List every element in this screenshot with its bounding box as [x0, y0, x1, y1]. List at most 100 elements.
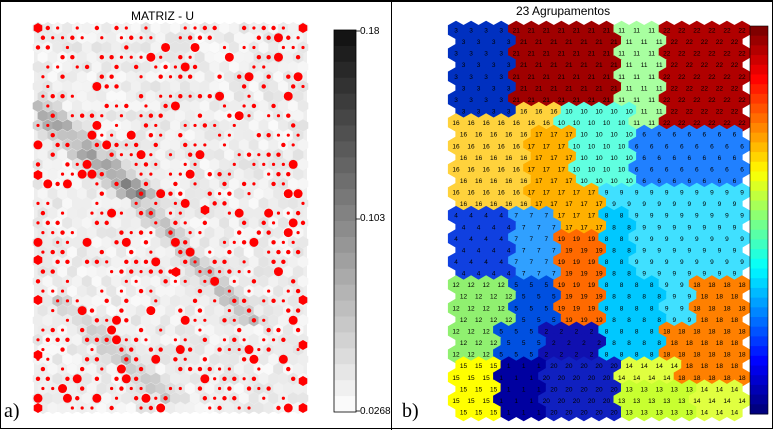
hit-marker — [197, 94, 203, 99]
cluster-cell-label: 18 — [708, 352, 716, 359]
hit-marker — [178, 74, 183, 79]
cluster-cell-label: 12 — [452, 328, 460, 335]
umatrix-cell — [233, 31, 245, 44]
cluster-cell-label: 6 — [650, 166, 654, 173]
cluster-cell-label: 17 — [565, 178, 573, 185]
cluster-cell-label: 19 — [588, 282, 596, 289]
cluster-cell-label: 16 — [513, 166, 521, 173]
umatrix-cell — [86, 51, 98, 64]
cluster-cell-label: 12 — [482, 328, 490, 335]
cluster-cell-label: 17 — [550, 132, 558, 139]
hit-marker — [276, 114, 281, 118]
cluster-cell-label: 11 — [618, 51, 625, 58]
cluster-cell-label: 21 — [535, 62, 543, 69]
cluster-cell-label: 13 — [678, 398, 686, 405]
umatrix-cell — [52, 158, 63, 171]
hit-marker — [56, 26, 60, 30]
cluster-cell-label: 3 — [454, 74, 458, 81]
cluster-cell-label: 16 — [475, 132, 483, 139]
hit-marker — [192, 64, 198, 70]
hit-marker — [256, 55, 262, 60]
cluster-cell-label: 22 — [663, 120, 671, 127]
cluster-cell-label: 16 — [490, 201, 498, 208]
cluster-cell-label: 22 — [671, 109, 679, 116]
hit-marker — [107, 208, 117, 218]
hit-marker — [273, 52, 283, 62]
cluster-cell-label: 10 — [625, 155, 633, 162]
umatrix-cell — [268, 60, 279, 74]
jet-colorbar-step — [750, 64, 768, 75]
cluster-cell-label: 7 — [552, 224, 556, 231]
cluster-cell-label: 18 — [716, 363, 724, 370]
cluster-cell-label: 9 — [665, 213, 669, 220]
cluster-cell-label: 6 — [688, 155, 692, 162]
hit-marker — [232, 123, 236, 128]
umatrix-cell — [160, 119, 171, 132]
cluster-cell-label: 22 — [723, 51, 731, 58]
cluster-cell-label: 15 — [490, 363, 498, 370]
umatrix-cell — [229, 197, 240, 210]
hit-marker — [50, 152, 55, 157]
hit-marker — [173, 65, 178, 69]
umatrix-cell — [72, 138, 83, 151]
umatrix-cell — [126, 70, 137, 83]
cluster-cell-label: 20 — [550, 410, 558, 417]
hit-marker — [188, 55, 192, 59]
cluster-cell-label: 16 — [467, 143, 475, 150]
umatrix-cell — [37, 51, 49, 64]
cluster-cell-label: 9 — [650, 213, 654, 220]
cluster-cell-label: 18 — [693, 328, 701, 335]
cluster-cell-label: 2 — [597, 340, 601, 347]
umatrix-cell — [116, 70, 127, 83]
cluster-cell-label: 19 — [558, 282, 566, 289]
umatrix-cell — [268, 197, 279, 210]
cluster-cell-label: 21 — [565, 39, 573, 46]
hit-marker — [114, 84, 119, 89]
cluster-cell-label: 6 — [672, 178, 676, 185]
cluster-cell-label: 21 — [588, 51, 596, 58]
cluster-cell-label: 9 — [725, 236, 729, 243]
cluster-cell-label: 9 — [635, 190, 639, 197]
cluster-cell-label: 5 — [514, 305, 518, 312]
cluster-cell-label: 8 — [650, 352, 654, 359]
jet-colorbar-step — [750, 220, 768, 231]
cluster-cell-label: 21 — [528, 97, 536, 104]
umatrix-cell — [116, 168, 127, 181]
umatrix-cell — [130, 80, 142, 93]
umatrix-cell — [91, 158, 103, 171]
cluster-cell-label: 12 — [460, 340, 468, 347]
umatrix-cell — [101, 60, 112, 74]
cluster-cell-label: 8 — [612, 247, 616, 254]
cluster-cell-label: 21 — [565, 62, 573, 69]
hit-marker — [70, 35, 75, 40]
jet-colorbar-step — [750, 142, 768, 153]
cluster-cell-label: 21 — [595, 85, 603, 92]
hit-marker — [234, 111, 244, 121]
umatrix-cell — [37, 148, 49, 161]
hit-marker — [187, 74, 193, 79]
jet-colorbar-step — [750, 404, 768, 415]
cluster-cell-label: 10 — [603, 120, 611, 127]
cluster-cell-label: 17 — [543, 190, 551, 197]
cluster-cell-label: 22 — [708, 97, 716, 104]
cluster-cell-label: 16 — [505, 178, 513, 185]
umatrix-cell — [209, 177, 220, 190]
cluster-cell-label: 16 — [467, 190, 475, 197]
hit-marker — [75, 26, 79, 30]
jet-colorbar-step — [750, 113, 768, 124]
cluster-cell-label: 17 — [565, 224, 573, 231]
jet-colorbar-step — [750, 249, 768, 260]
umatrix-cell — [170, 41, 181, 54]
cluster-cell-label: 9 — [688, 294, 692, 301]
umatrix-cell — [283, 148, 294, 161]
hit-marker — [173, 181, 178, 187]
umatrix-cell — [268, 41, 279, 54]
cluster-cell-label: 21 — [558, 97, 566, 104]
hit-marker — [154, 162, 158, 167]
cluster-cell-label: 2 — [552, 340, 556, 347]
hit-marker — [102, 140, 112, 150]
cluster-cell-label: 2 — [590, 328, 594, 335]
hit-marker — [291, 143, 295, 147]
hit-marker — [237, 153, 241, 157]
umatrix-cell — [209, 80, 220, 93]
